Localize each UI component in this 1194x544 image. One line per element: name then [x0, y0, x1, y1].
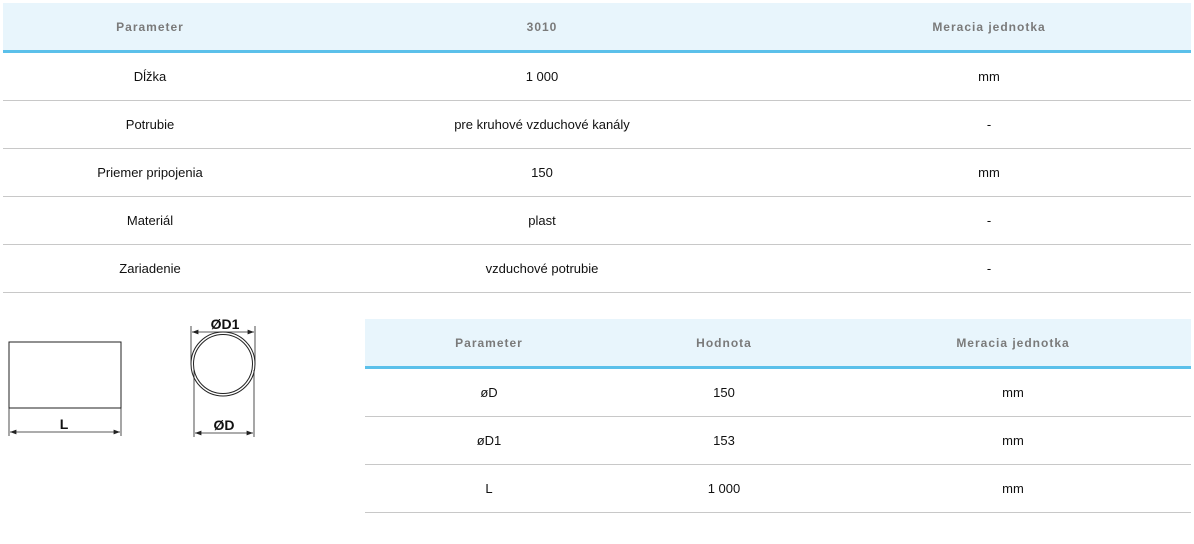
cell-parameter: øD [365, 367, 613, 417]
table-row: Priemer pripojenia 150 mm [3, 148, 1191, 197]
duct-dimension-drawing: L ØD1 ØD [8, 316, 256, 437]
cell-value: 150 [297, 148, 787, 197]
cell-parameter: Materiál [3, 196, 297, 245]
cell-unit: - [787, 244, 1191, 293]
cell-value: 1 000 [613, 464, 835, 513]
cell-value: 150 [613, 367, 835, 417]
d1-label: ØD1 [211, 316, 240, 332]
table-row: øD1 153 mm [365, 416, 1191, 465]
header-unit: Meracia jednotka [787, 3, 1191, 53]
d-label: ØD [214, 417, 235, 433]
table-header-row: Parameter Hodnota Meracia jednotka [365, 319, 1191, 369]
table-header-row: Parameter 3010 Meracia jednotka [3, 3, 1191, 53]
duct-end-view-inner [193, 334, 253, 394]
cell-value: 1 000 [297, 51, 787, 101]
cell-unit: mm [835, 464, 1191, 513]
cell-unit: mm [787, 51, 1191, 101]
header-parameter: Parameter [365, 319, 613, 369]
table-row: Dĺžka 1 000 mm [3, 51, 1191, 101]
table-row: Potrubie pre kruhové vzduchové kanály - [3, 100, 1191, 149]
table-row: Zariadenie vzduchové potrubie - [3, 244, 1191, 293]
cell-parameter: Potrubie [3, 100, 297, 149]
cell-parameter: L [365, 464, 613, 513]
cell-value: vzduchové potrubie [297, 244, 787, 293]
header-unit: Meracia jednotka [835, 319, 1191, 369]
header-parameter: Parameter [3, 3, 297, 53]
cell-unit: - [787, 196, 1191, 245]
header-value: Hodnota [613, 319, 835, 369]
cell-value: 153 [613, 416, 835, 465]
cell-unit: mm [835, 367, 1191, 417]
cell-unit: mm [835, 416, 1191, 465]
duct-end-view-outer [190, 331, 256, 397]
table-row: Materiál plast - [3, 196, 1191, 245]
cell-parameter: Dĺžka [3, 51, 297, 101]
parameters-table: Parameter 3010 Meracia jednotka Dĺžka 1 0… [3, 3, 1191, 293]
length-label: L [60, 416, 69, 432]
cell-value: pre kruhové vzduchové kanály [297, 100, 787, 149]
cell-parameter: Priemer pripojenia [3, 148, 297, 197]
cell-unit: mm [787, 148, 1191, 197]
cell-parameter: Zariadenie [3, 244, 297, 293]
duct-side-view [8, 341, 122, 409]
table-row: øD 150 mm [365, 367, 1191, 417]
cell-unit: - [787, 100, 1191, 149]
dimensions-table: Parameter Hodnota Meracia jednotka øD 150… [365, 319, 1191, 513]
cell-value: plast [297, 196, 787, 245]
cell-parameter: øD1 [365, 416, 613, 465]
header-model: 3010 [297, 3, 787, 53]
